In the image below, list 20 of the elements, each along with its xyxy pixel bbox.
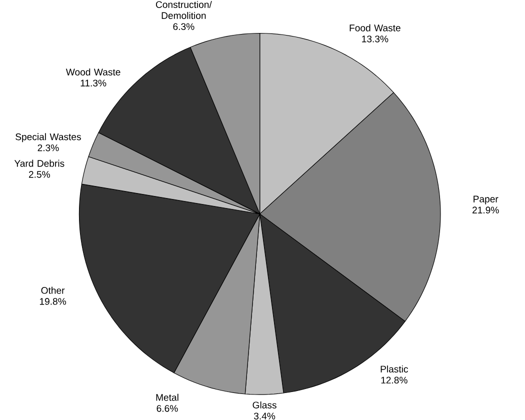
slice-label: Special Wastes bbox=[16, 132, 81, 142]
slice-label: Construction/ Demolition bbox=[156, 0, 212, 19]
slice-label: Other bbox=[41, 286, 65, 294]
data-label: 6.3% bbox=[173, 23, 194, 30]
slice-label: Metal bbox=[156, 394, 178, 401]
slice-label: Paper bbox=[474, 196, 498, 204]
slice-label: Glass bbox=[252, 401, 276, 408]
data-label: 11.3% bbox=[80, 79, 106, 86]
slice-label: Wood Waste bbox=[66, 68, 120, 76]
slice-label: Yard Debris bbox=[14, 160, 64, 167]
data-label: 6.6% bbox=[156, 404, 178, 412]
data-label: 13.3% bbox=[362, 35, 388, 42]
data-label: 12.8% bbox=[381, 376, 408, 384]
data-label: 3.4% bbox=[254, 412, 276, 420]
data-label: 21.9% bbox=[472, 206, 499, 214]
slice-label: Food Waste bbox=[350, 24, 400, 32]
data-label: 19.8% bbox=[40, 298, 66, 305]
slice-label: Plastic bbox=[380, 365, 408, 372]
data-label: 2.5% bbox=[28, 170, 50, 178]
data-label: 2.3% bbox=[38, 144, 59, 151]
